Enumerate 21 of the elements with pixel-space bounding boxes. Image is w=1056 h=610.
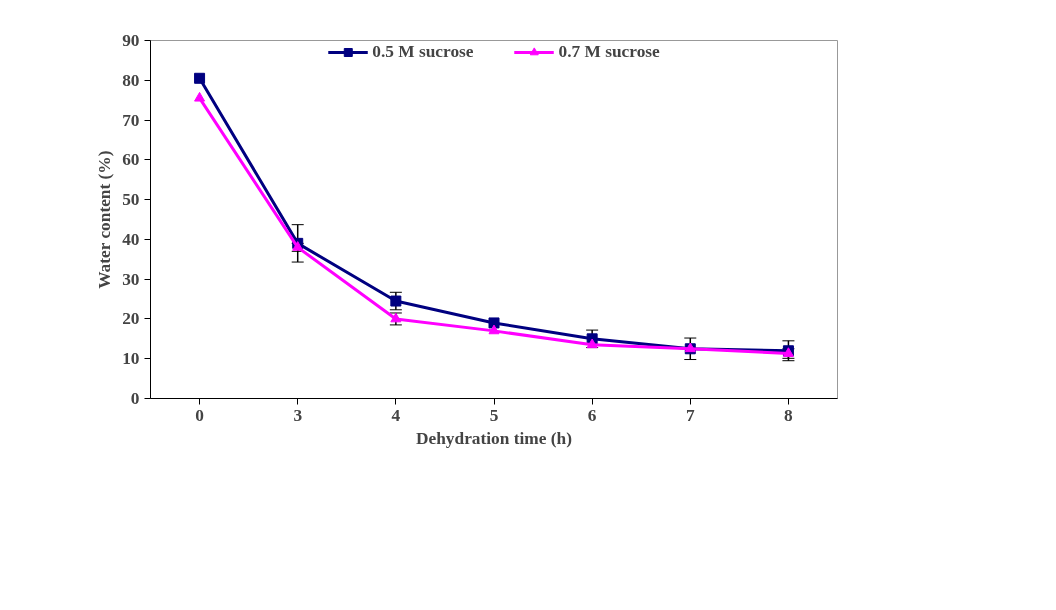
y-tick-label: 60 [122,150,140,170]
y-tick-label: 70 [122,110,140,130]
legend-label: 0.5 M sucrose [372,42,474,62]
y-tick-label: 80 [122,70,140,90]
x-tick-label: 7 [685,405,695,425]
x-axis-title: Dehydration time (h) [416,428,573,448]
x-tick-label: 6 [587,405,597,425]
x-tick-label: 0 [195,405,204,425]
legend-label: 0.7 M sucrose [558,42,660,62]
y-tick-label: 90 [122,31,140,50]
x-tick-label: 8 [784,405,794,425]
x-tick-label: 5 [489,405,499,425]
y-tick-label: 40 [122,229,140,249]
y-tick-label: 50 [122,190,140,210]
y-tick-label: 20 [122,309,140,329]
y-axis-title: Water content (%) [95,150,115,289]
x-tick-label: 4 [391,405,401,425]
y-tick-label: 0 [130,389,140,408]
x-tick-label: 3 [293,405,303,425]
y-tick-label: 10 [122,349,140,369]
y-tick-label: 30 [122,269,140,289]
